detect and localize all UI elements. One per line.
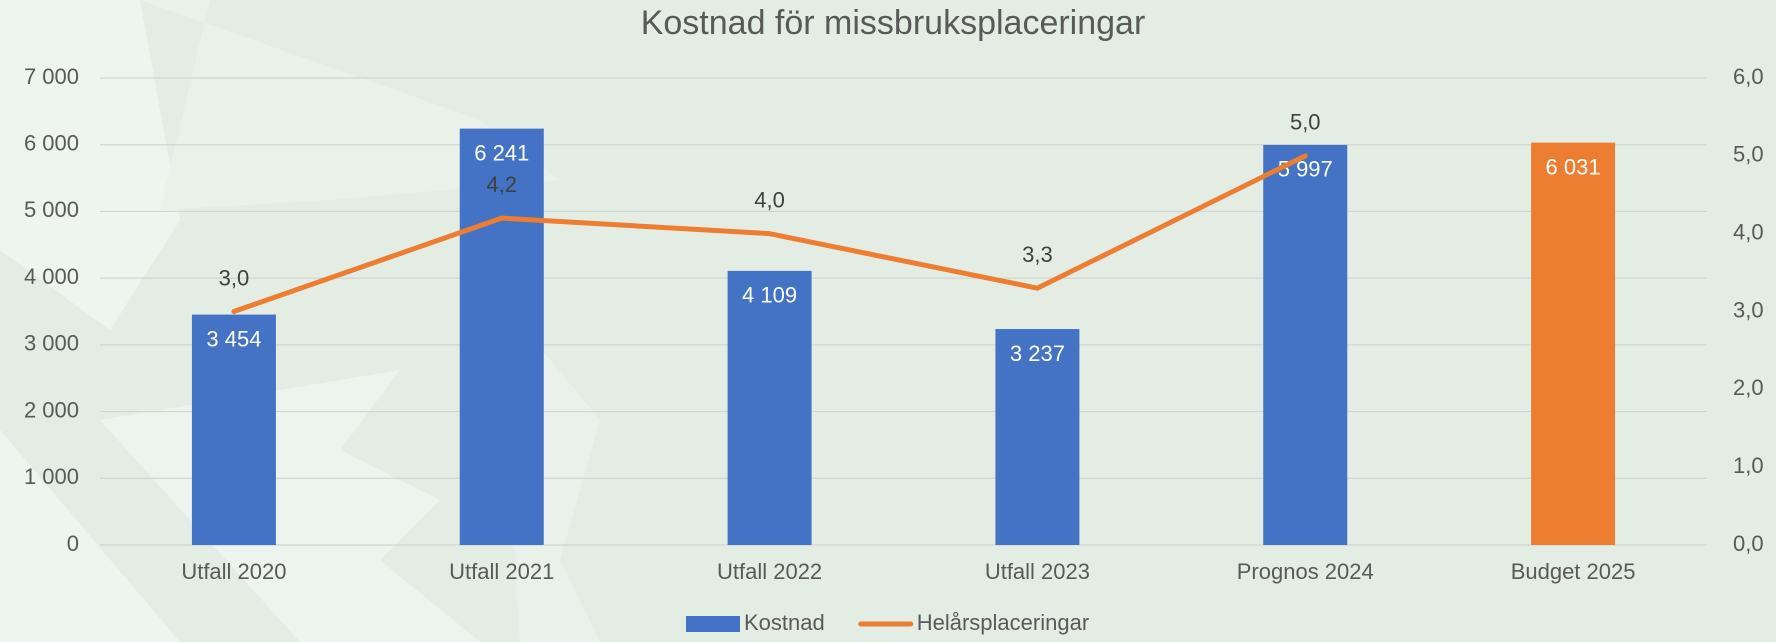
x-tick-label: Utfall 2022 [717,559,822,584]
x-tick-label: Budget 2025 [1511,559,1636,584]
bar [1531,143,1615,545]
line-value-label: 3,0 [219,265,250,290]
legend-swatch [686,616,740,632]
y-tick-label: 5 000 [24,197,79,222]
bar-value-label: 3 237 [1010,341,1065,366]
y-tick-label: 6 000 [24,131,79,156]
y2-tick-label: 1,0 [1733,453,1764,478]
bar-value-label: 6 241 [474,140,529,165]
bar [728,271,812,545]
line-value-label: 4,2 [486,172,517,197]
bar-value-label: 3 454 [206,326,261,351]
x-tick-label: Utfall 2023 [985,559,1090,584]
y-tick-label: 0 [67,531,79,556]
y2-tick-label: 3,0 [1733,297,1764,322]
legend-label: Kostnad [744,610,825,635]
y2-tick-label: 5,0 [1733,142,1764,167]
y2-tick-label: 2,0 [1733,375,1764,400]
y-tick-label: 1 000 [24,464,79,489]
y-tick-label: 3 000 [24,331,79,356]
line-value-label: 4,0 [754,187,785,212]
y-tick-label: 2 000 [24,397,79,422]
chart-title: Kostnad för missbruksplaceringar [641,4,1146,42]
y2-tick-label: 6,0 [1733,64,1764,89]
y-tick-label: 4 000 [24,264,79,289]
bar-value-label: 6 031 [1546,154,1601,179]
chart: Kostnad för missbruksplaceringar 0 1 000 2… [0,0,1776,642]
legend-label: Helårsplaceringar [917,610,1089,635]
y2-tick-label: 0,0 [1733,531,1764,556]
line-value-label: 3,3 [1022,242,1053,267]
line-value-label: 5,0 [1290,110,1321,135]
x-tick-label: Prognos 2024 [1237,559,1374,584]
bar [1263,145,1347,545]
x-tick-label: Utfall 2021 [449,559,554,584]
bar-value-label: 4 109 [742,283,797,308]
bar-value-label: 5 997 [1278,157,1333,182]
y-tick-label: 7 000 [24,64,79,89]
y2-tick-label: 4,0 [1733,219,1764,244]
x-tick-label: Utfall 2020 [181,559,286,584]
